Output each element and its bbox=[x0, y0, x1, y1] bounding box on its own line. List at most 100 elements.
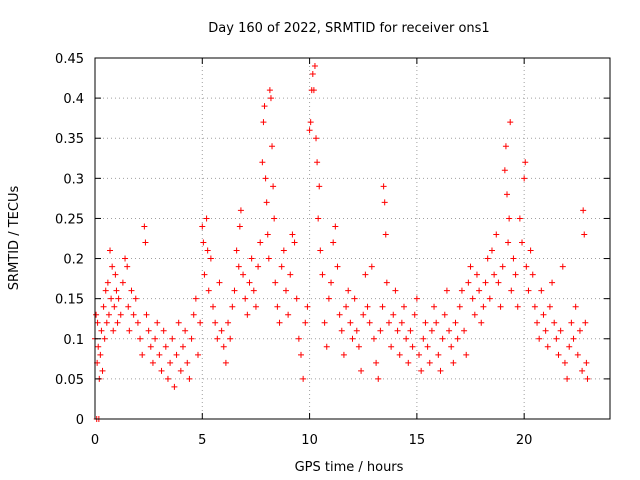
data-point bbox=[358, 367, 365, 374]
data-point bbox=[310, 87, 317, 94]
data-point bbox=[529, 271, 536, 278]
y-tick-label: 0.35 bbox=[55, 132, 84, 147]
data-point bbox=[285, 311, 292, 318]
data-point bbox=[205, 287, 212, 294]
data-point bbox=[559, 263, 566, 270]
data-point bbox=[360, 311, 367, 318]
data-point bbox=[276, 319, 283, 326]
x-tick-label: 0 bbox=[91, 433, 99, 448]
data-point bbox=[117, 311, 124, 318]
data-point bbox=[107, 247, 114, 254]
data-point bbox=[164, 375, 171, 382]
data-point bbox=[433, 319, 440, 326]
data-point bbox=[264, 231, 271, 238]
data-point bbox=[382, 231, 389, 238]
data-point bbox=[368, 263, 375, 270]
plot-frame bbox=[94, 57, 611, 420]
data-point bbox=[169, 335, 176, 342]
data-point bbox=[334, 263, 341, 270]
x-tick-label: 20 bbox=[516, 433, 533, 448]
data-point bbox=[439, 335, 446, 342]
data-point bbox=[270, 183, 277, 190]
data-point bbox=[420, 335, 427, 342]
data-point bbox=[93, 311, 100, 318]
data-point bbox=[257, 239, 264, 246]
data-point bbox=[293, 295, 300, 302]
data-point bbox=[380, 183, 387, 190]
data-point bbox=[218, 327, 225, 334]
data-point bbox=[484, 255, 491, 262]
data-point bbox=[207, 255, 214, 262]
data-point bbox=[105, 311, 112, 318]
data-point bbox=[390, 311, 397, 318]
y-tick-labels: 0 0.05 0.1 0.15 0.2 0.25 0.3 0.35 0.4 0.45 bbox=[55, 52, 84, 428]
data-point bbox=[156, 351, 163, 358]
data-point bbox=[446, 327, 453, 334]
data-point bbox=[407, 327, 414, 334]
data-point bbox=[237, 207, 244, 214]
data-point bbox=[465, 279, 472, 286]
data-point bbox=[115, 295, 122, 302]
y-tick-label: 0.4 bbox=[63, 92, 84, 107]
data-point bbox=[269, 143, 276, 150]
data-point bbox=[141, 223, 148, 230]
y-tick-label: 0.3 bbox=[63, 172, 84, 187]
y-tick-label: 0.2 bbox=[63, 253, 84, 268]
data-point bbox=[316, 183, 323, 190]
data-point bbox=[373, 359, 380, 366]
data-point bbox=[413, 295, 420, 302]
data-point bbox=[448, 343, 455, 350]
data-point bbox=[488, 247, 495, 254]
data-point bbox=[102, 287, 109, 294]
data-point bbox=[473, 271, 480, 278]
data-point bbox=[580, 207, 587, 214]
data-point bbox=[330, 239, 337, 246]
data-point bbox=[467, 263, 474, 270]
data-point bbox=[195, 351, 201, 358]
data-point bbox=[125, 303, 132, 310]
grid-lines bbox=[95, 58, 610, 419]
data-point bbox=[203, 215, 210, 222]
data-series bbox=[92, 63, 591, 422]
axis-ticks bbox=[94, 57, 610, 420]
data-point bbox=[553, 335, 560, 342]
data-point bbox=[428, 327, 435, 334]
data-point bbox=[184, 359, 191, 366]
data-point bbox=[182, 327, 189, 334]
data-point bbox=[311, 63, 318, 70]
data-point bbox=[476, 287, 483, 294]
data-point bbox=[101, 335, 108, 342]
data-point bbox=[398, 319, 405, 326]
data-point bbox=[471, 311, 478, 318]
data-point bbox=[536, 335, 543, 342]
data-point bbox=[431, 303, 438, 310]
y-tick-label: 0.15 bbox=[55, 293, 84, 308]
data-point bbox=[167, 359, 174, 366]
data-point bbox=[289, 231, 296, 238]
data-point bbox=[411, 311, 418, 318]
data-point bbox=[581, 231, 588, 238]
data-point bbox=[137, 335, 144, 342]
data-point bbox=[119, 279, 126, 286]
data-point bbox=[426, 359, 433, 366]
data-point bbox=[154, 319, 161, 326]
data-point bbox=[244, 311, 251, 318]
x-axis-label: GPS time / hours bbox=[295, 460, 404, 475]
data-point bbox=[347, 319, 354, 326]
data-point bbox=[480, 303, 487, 310]
data-point bbox=[95, 343, 102, 350]
data-point bbox=[486, 295, 493, 302]
data-point bbox=[186, 375, 193, 382]
data-point bbox=[266, 87, 273, 94]
data-point bbox=[463, 351, 470, 358]
data-point bbox=[212, 319, 219, 326]
data-point bbox=[108, 295, 115, 302]
data-point bbox=[521, 175, 528, 182]
data-point bbox=[349, 335, 356, 342]
data-point bbox=[302, 319, 309, 326]
data-point bbox=[149, 359, 156, 366]
data-point bbox=[147, 343, 154, 350]
data-point bbox=[300, 375, 307, 382]
data-point bbox=[443, 287, 450, 294]
data-point bbox=[401, 303, 407, 310]
